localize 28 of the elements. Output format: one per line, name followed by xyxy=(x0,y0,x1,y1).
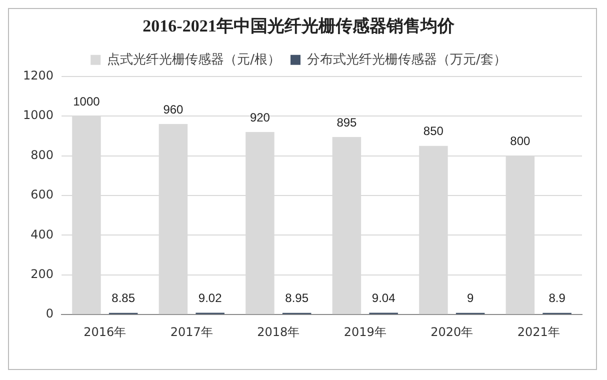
x-tick-label: 2017年 xyxy=(170,324,213,339)
x-tick-label: 2016年 xyxy=(84,324,126,339)
y-tick-label: 400 xyxy=(30,227,54,242)
y-tick-label: 1000 xyxy=(22,108,54,122)
y-tick-label: 600 xyxy=(30,188,54,202)
y-tick-label: 200 xyxy=(30,267,54,282)
data-label: 920 xyxy=(250,110,270,124)
x-tick-label: 2018年 xyxy=(257,324,300,339)
legend-label: 点式光纤光栅传感器（元/根） xyxy=(107,52,281,68)
x-tick-label: 2021年 xyxy=(517,324,560,339)
data-label: 9 xyxy=(466,291,474,306)
data-label: 9.04 xyxy=(372,291,396,306)
data-label: 1000 xyxy=(73,94,100,108)
chart-title: 2016-2021年中国光纤光栅传感器销售均价 xyxy=(142,16,456,36)
data-label: 800 xyxy=(510,134,531,148)
data-label: 895 xyxy=(336,115,358,130)
x-tick-label: 2020年 xyxy=(430,324,474,339)
data-label: 850 xyxy=(423,124,444,138)
x-tick-label: 2019年 xyxy=(344,324,386,339)
data-label: 9.02 xyxy=(198,291,222,306)
y-tick-label: 0 xyxy=(46,306,54,321)
legend-label: 分布式光纤光栅传感器（万元/套） xyxy=(307,52,506,68)
data-label: 8.95 xyxy=(285,291,309,306)
data-label: 8.9 xyxy=(548,291,566,306)
data-label: 960 xyxy=(163,102,184,116)
y-tick-label: 1200 xyxy=(22,68,54,83)
y-tick-label: 800 xyxy=(30,148,54,162)
data-label: 8.85 xyxy=(112,291,136,306)
